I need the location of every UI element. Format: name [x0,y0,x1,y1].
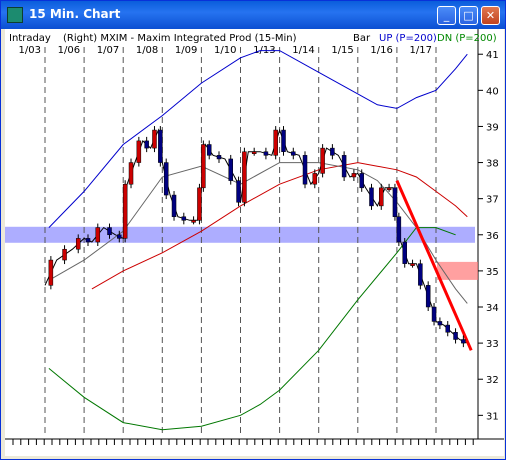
candle-body [171,194,177,217]
candle-body [144,140,149,149]
candle-body [312,173,318,185]
chart-type-label: Bar [353,33,371,44]
candle-body [392,187,398,217]
y-tick-label: 37 [486,195,499,206]
y-tick-label: 38 [486,159,499,170]
candle-body [191,220,196,223]
candle-body [236,180,241,203]
candle-body [263,151,269,156]
candle-body [216,155,222,160]
short-average-line [52,162,468,304]
candle-body [281,129,286,152]
candle-body [359,173,364,189]
candle-body [242,151,247,203]
candle-body [410,263,415,266]
y-tick-label: 40 [486,86,499,97]
candle-body [152,129,157,149]
y-tick-label: 36 [486,231,499,242]
candle-body [251,151,257,154]
candle-body [62,248,67,261]
candle-body [197,187,202,221]
upper-band-line [48,50,468,228]
window-title: 15 Min. Chart [29,7,121,21]
x-tick-label: 1/10 [214,45,236,56]
candle-body [136,140,142,163]
candle-body [453,332,458,340]
app-icon [7,7,23,23]
candle-body [117,234,122,239]
y-tick-label: 33 [486,339,499,350]
x-tick-label: 1/09 [175,45,197,56]
y-tick-label: 34 [486,303,499,314]
price-chart[interactable]: Intraday (Right) MXIM - Maxim Integrated… [5,29,504,456]
price-marker [437,261,478,280]
x-tick-label: 1/17 [410,45,432,56]
x-tick-label: 1/16 [370,45,392,56]
candle-body [445,324,450,333]
candle-body [341,155,347,178]
candle-body [75,238,81,250]
candle-body [201,144,206,189]
candle-body [273,129,278,156]
close-button[interactable]: ✕ [481,6,500,25]
candle-body [402,241,407,264]
candle-body [425,285,431,308]
candle-body [330,147,335,156]
candle-body [107,227,112,236]
x-tick-label: 1/06 [58,45,80,56]
title-bar[interactable]: 15 Min. Chart _ □ ✕ [1,1,505,29]
candle-body [85,238,91,243]
x-tick-label: 1/07 [97,45,119,56]
x-tick-label: 1/03 [19,45,41,56]
candle-body [386,187,392,191]
chart-panel[interactable]: Intraday (Right) MXIM - Maxim Integrated… [5,29,504,456]
candle-body [206,144,212,156]
y-tick-label: 35 [486,267,499,278]
candle-body [396,216,402,243]
candle-body [379,187,384,207]
trend-line-line [395,179,473,351]
x-tick-label: 1/15 [331,45,353,56]
candle-body [95,227,101,243]
candle-body [291,151,296,156]
legend-up: UP (P=200) [379,33,437,44]
candle-body [163,162,169,196]
candle-body [437,321,443,326]
minimize-button[interactable]: _ [437,6,456,25]
candle-body [320,147,325,174]
candle-body [181,216,187,221]
candle-body [302,155,308,185]
candle-body [461,339,466,344]
y-tick-label: 31 [486,411,499,422]
maximize-button[interactable]: □ [459,6,478,25]
x-tick-label: 1/08 [136,45,158,56]
candle-body [228,158,233,181]
chart-symbol-label: (Right) MXIM - Maxim Integrated Prod (15… [63,33,297,44]
candle-body [158,129,163,163]
candle-body [128,162,134,185]
x-tick-label: 1/14 [292,45,314,56]
candle-body [431,306,437,322]
candle-body [369,187,374,207]
candle-body [48,259,54,286]
y-tick-label: 39 [486,122,499,133]
y-tick-label: 41 [486,50,499,61]
legend-dn: DN (P=200) [437,33,497,44]
y-tick-label: 32 [486,375,499,386]
chart-mode-label: Intraday [9,33,51,44]
lower-band-line [48,227,456,431]
candle-body [418,263,423,286]
candle-body [122,183,128,239]
candle-body [351,173,357,178]
